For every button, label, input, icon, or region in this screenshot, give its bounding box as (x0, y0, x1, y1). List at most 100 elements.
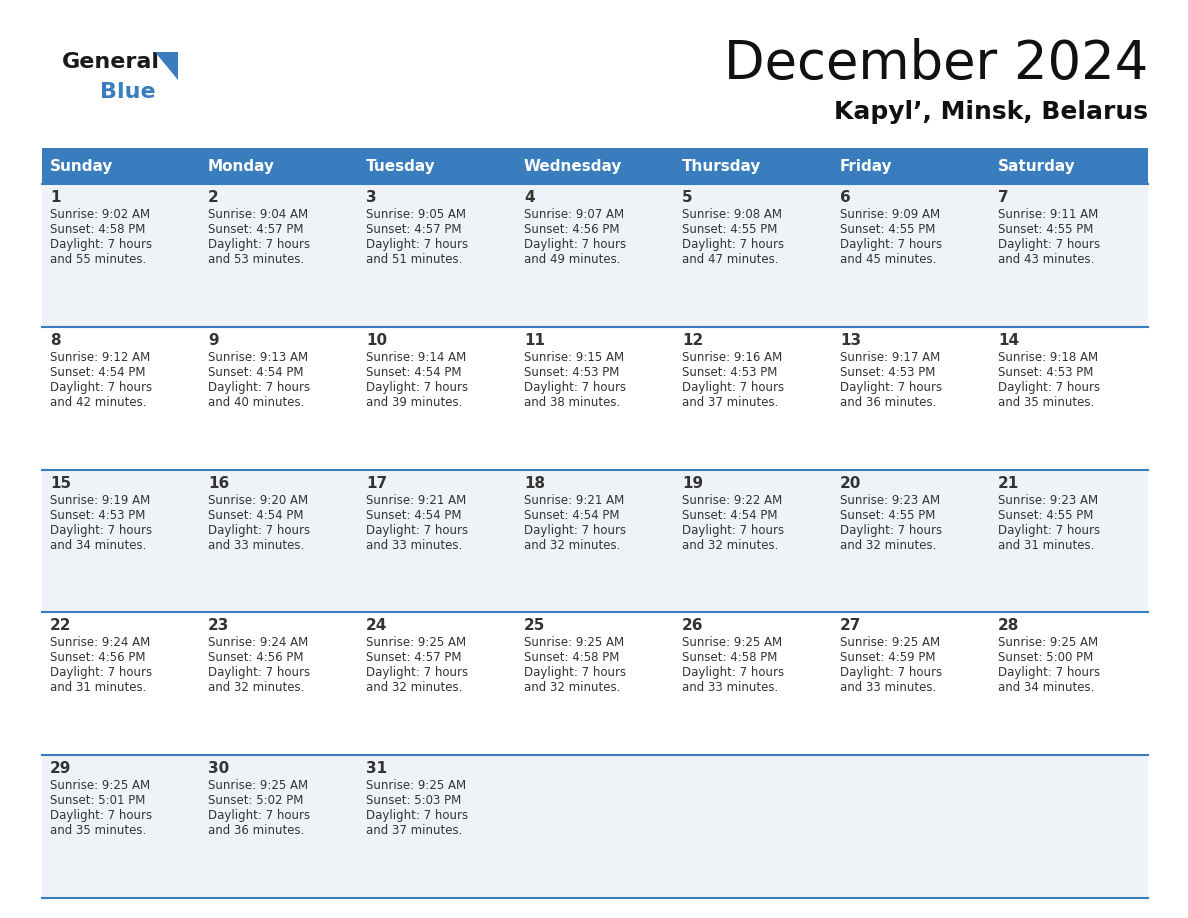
Bar (42, 148, 200, 184)
Text: Daylight: 7 hours: Daylight: 7 hours (208, 381, 310, 394)
Text: Sunset: 4:53 PM: Sunset: 4:53 PM (682, 365, 777, 379)
Text: Daylight: 7 hours: Daylight: 7 hours (366, 381, 468, 394)
Text: Sunrise: 9:05 AM: Sunrise: 9:05 AM (366, 208, 466, 221)
Text: 1: 1 (50, 190, 61, 205)
Text: and 43 minutes.: and 43 minutes. (998, 253, 1094, 266)
Text: Sunset: 4:54 PM: Sunset: 4:54 PM (524, 509, 619, 521)
Text: Daylight: 7 hours: Daylight: 7 hours (208, 666, 310, 679)
Text: 22: 22 (50, 619, 71, 633)
Text: Wednesday: Wednesday (524, 159, 623, 174)
Text: Sunrise: 9:25 AM: Sunrise: 9:25 AM (208, 779, 308, 792)
Text: 29: 29 (50, 761, 71, 777)
Text: General: General (62, 52, 160, 72)
Text: Sunrise: 9:11 AM: Sunrise: 9:11 AM (998, 208, 1098, 221)
Text: Daylight: 7 hours: Daylight: 7 hours (682, 523, 784, 537)
Text: Friday: Friday (840, 159, 892, 174)
Bar (42, 470, 1148, 612)
Text: Daylight: 7 hours: Daylight: 7 hours (682, 666, 784, 679)
Bar (42, 327, 1148, 470)
Text: Daylight: 7 hours: Daylight: 7 hours (682, 381, 784, 394)
Text: Sunrise: 9:23 AM: Sunrise: 9:23 AM (998, 494, 1098, 507)
Text: and 34 minutes.: and 34 minutes. (998, 681, 1094, 694)
Text: Sunset: 4:58 PM: Sunset: 4:58 PM (524, 652, 619, 665)
Text: 6: 6 (840, 190, 851, 205)
Text: Thursday: Thursday (682, 159, 762, 174)
Text: Sunset: 5:00 PM: Sunset: 5:00 PM (998, 652, 1093, 665)
Text: and 36 minutes.: and 36 minutes. (208, 824, 304, 837)
Bar (674, 148, 832, 184)
Text: Sunrise: 9:23 AM: Sunrise: 9:23 AM (840, 494, 940, 507)
Text: Sunset: 4:54 PM: Sunset: 4:54 PM (50, 365, 145, 379)
Text: Sunset: 4:54 PM: Sunset: 4:54 PM (208, 509, 303, 521)
Text: Daylight: 7 hours: Daylight: 7 hours (840, 238, 942, 251)
Text: Sunset: 4:58 PM: Sunset: 4:58 PM (682, 652, 777, 665)
Text: and 33 minutes.: and 33 minutes. (682, 681, 778, 694)
Bar (200, 148, 358, 184)
Text: Daylight: 7 hours: Daylight: 7 hours (840, 523, 942, 537)
Text: and 39 minutes.: and 39 minutes. (366, 396, 462, 409)
Text: and 32 minutes.: and 32 minutes. (524, 681, 620, 694)
Text: Daylight: 7 hours: Daylight: 7 hours (998, 238, 1100, 251)
Text: 10: 10 (366, 333, 387, 348)
Text: and 32 minutes.: and 32 minutes. (366, 681, 462, 694)
Text: Daylight: 7 hours: Daylight: 7 hours (50, 238, 152, 251)
Text: 3: 3 (366, 190, 377, 205)
Text: Sunset: 4:54 PM: Sunset: 4:54 PM (366, 509, 461, 521)
Text: and 36 minutes.: and 36 minutes. (840, 396, 936, 409)
Text: Daylight: 7 hours: Daylight: 7 hours (524, 381, 626, 394)
Text: Sunset: 4:53 PM: Sunset: 4:53 PM (50, 509, 145, 521)
Text: 27: 27 (840, 619, 861, 633)
Text: Saturday: Saturday (998, 159, 1076, 174)
Text: 26: 26 (682, 619, 703, 633)
Text: Sunset: 4:56 PM: Sunset: 4:56 PM (50, 652, 145, 665)
Text: Monday: Monday (208, 159, 274, 174)
Text: and 51 minutes.: and 51 minutes. (366, 253, 462, 266)
Polygon shape (154, 52, 178, 80)
Text: and 35 minutes.: and 35 minutes. (50, 824, 146, 837)
Text: Daylight: 7 hours: Daylight: 7 hours (524, 238, 626, 251)
Text: Daylight: 7 hours: Daylight: 7 hours (208, 809, 310, 823)
Text: Daylight: 7 hours: Daylight: 7 hours (208, 523, 310, 537)
Text: Sunset: 5:03 PM: Sunset: 5:03 PM (366, 794, 461, 807)
Text: Sunrise: 9:25 AM: Sunrise: 9:25 AM (366, 636, 466, 649)
Text: Daylight: 7 hours: Daylight: 7 hours (366, 523, 468, 537)
Text: 13: 13 (840, 333, 861, 348)
Bar (42, 184, 1148, 327)
Text: Sunset: 4:54 PM: Sunset: 4:54 PM (366, 365, 461, 379)
Text: Sunrise: 9:18 AM: Sunrise: 9:18 AM (998, 351, 1098, 364)
Text: Daylight: 7 hours: Daylight: 7 hours (366, 238, 468, 251)
Text: and 37 minutes.: and 37 minutes. (366, 824, 462, 837)
Text: Daylight: 7 hours: Daylight: 7 hours (366, 809, 468, 823)
Text: Daylight: 7 hours: Daylight: 7 hours (524, 666, 626, 679)
Text: and 40 minutes.: and 40 minutes. (208, 396, 304, 409)
Text: Sunset: 5:02 PM: Sunset: 5:02 PM (208, 794, 303, 807)
Text: Sunday: Sunday (50, 159, 113, 174)
Text: Sunrise: 9:25 AM: Sunrise: 9:25 AM (366, 779, 466, 792)
Text: 23: 23 (208, 619, 229, 633)
Text: Sunset: 4:55 PM: Sunset: 4:55 PM (998, 223, 1093, 236)
Text: and 42 minutes.: and 42 minutes. (50, 396, 146, 409)
Text: Sunrise: 9:12 AM: Sunrise: 9:12 AM (50, 351, 150, 364)
Text: Tuesday: Tuesday (366, 159, 436, 174)
Bar (358, 148, 516, 184)
Text: Sunrise: 9:25 AM: Sunrise: 9:25 AM (524, 636, 624, 649)
Text: Sunrise: 9:21 AM: Sunrise: 9:21 AM (524, 494, 624, 507)
Text: Sunset: 5:01 PM: Sunset: 5:01 PM (50, 794, 145, 807)
Text: 4: 4 (524, 190, 535, 205)
Text: Daylight: 7 hours: Daylight: 7 hours (840, 381, 942, 394)
Bar (42, 612, 1148, 756)
Text: Daylight: 7 hours: Daylight: 7 hours (998, 523, 1100, 537)
Text: 31: 31 (366, 761, 387, 777)
Text: and 35 minutes.: and 35 minutes. (998, 396, 1094, 409)
Text: 25: 25 (524, 619, 545, 633)
Text: and 33 minutes.: and 33 minutes. (840, 681, 936, 694)
Text: Sunset: 4:55 PM: Sunset: 4:55 PM (840, 509, 935, 521)
Text: Sunset: 4:55 PM: Sunset: 4:55 PM (682, 223, 777, 236)
Text: Sunrise: 9:16 AM: Sunrise: 9:16 AM (682, 351, 782, 364)
Text: Sunset: 4:53 PM: Sunset: 4:53 PM (524, 365, 619, 379)
Text: Daylight: 7 hours: Daylight: 7 hours (998, 666, 1100, 679)
Text: 14: 14 (998, 333, 1019, 348)
Text: and 32 minutes.: and 32 minutes. (840, 539, 936, 552)
Text: and 31 minutes.: and 31 minutes. (50, 681, 146, 694)
Text: 12: 12 (682, 333, 703, 348)
